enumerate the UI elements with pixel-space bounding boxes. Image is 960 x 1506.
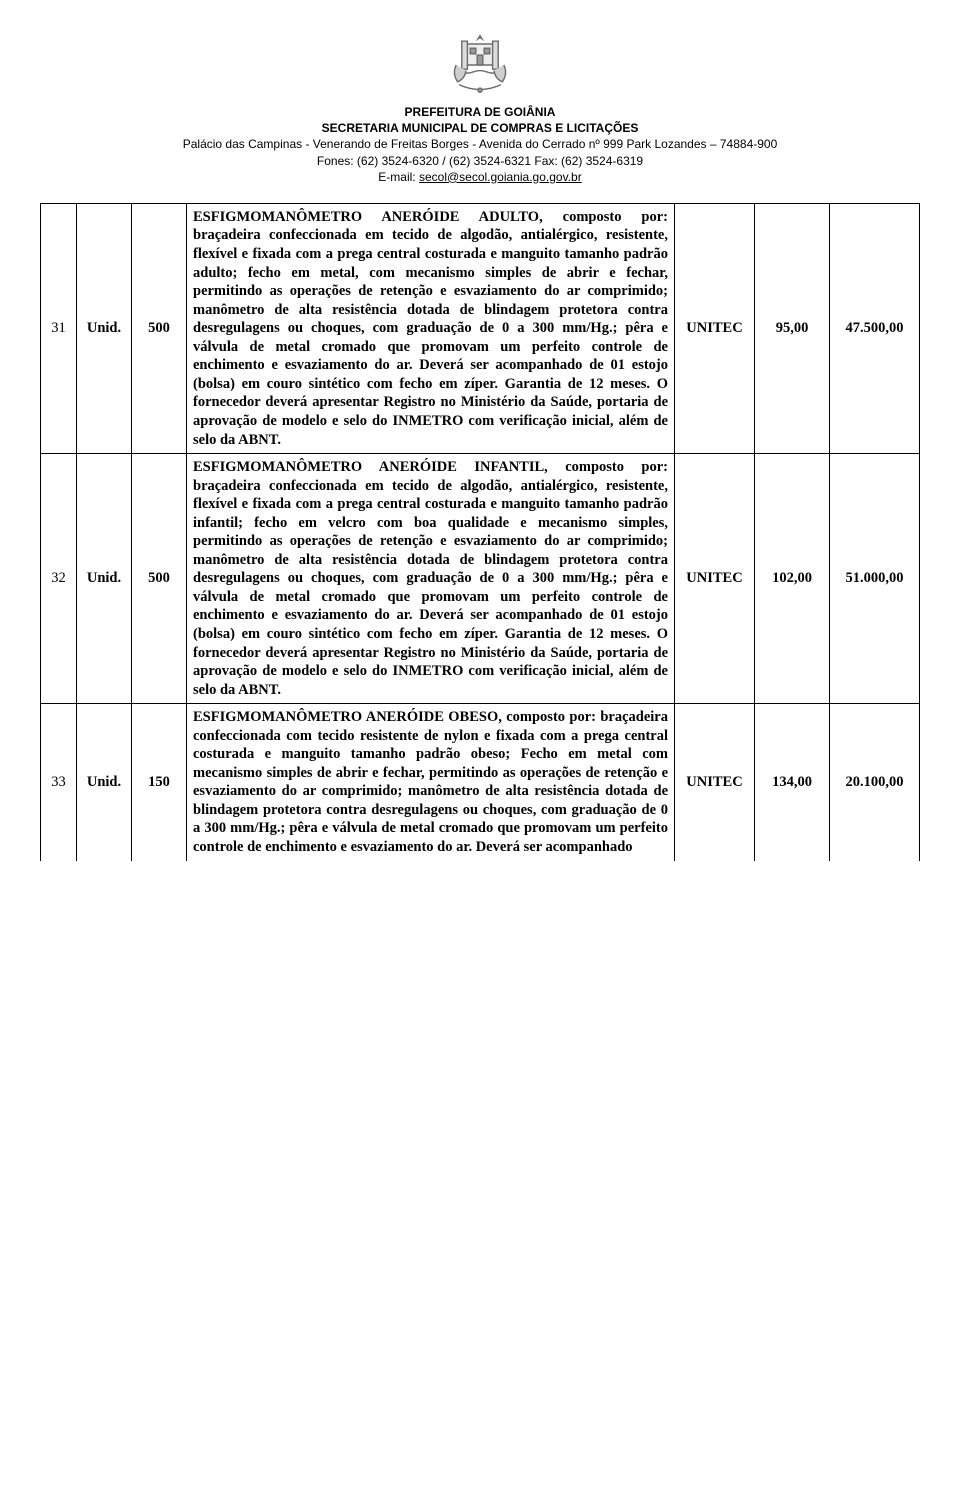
- cell-unit: Unid.: [77, 454, 132, 704]
- municipal-crest-icon: [445, 30, 515, 100]
- cell-qty: 500: [132, 203, 187, 453]
- table-row: 33 Unid. 150 ESFIGMOMANÔMETRO ANERÓIDE O…: [41, 704, 920, 861]
- org-name-1: PREFEITURA DE GOIÂNIA: [40, 104, 920, 120]
- cell-qty: 500: [132, 454, 187, 704]
- org-name-2: SECRETARIA MUNICIPAL DE COMPRAS E LICITA…: [40, 120, 920, 136]
- cell-total: 51.000,00: [830, 454, 920, 704]
- cell-item: 32: [41, 454, 77, 704]
- letterhead-text: PREFEITURA DE GOIÂNIA SECRETARIA MUNICIP…: [40, 104, 920, 185]
- items-table: 31 Unid. 500 ESFIGMOMANÔMETRO ANERÓIDE A…: [40, 203, 920, 861]
- cell-brand: UNITEC: [675, 203, 755, 453]
- table-row: 32 Unid. 500 ESFIGMOMANÔMETRO ANERÓIDE I…: [41, 454, 920, 704]
- cell-desc: ESFIGMOMANÔMETRO ANERÓIDE OBESO, compost…: [187, 704, 675, 861]
- cell-total: 47.500,00: [830, 203, 920, 453]
- email-prefix: E-mail:: [378, 170, 419, 184]
- cell-price: 102,00: [755, 454, 830, 704]
- email-link[interactable]: secol@secol.goiania.go.gov.br: [419, 170, 582, 184]
- cell-brand: UNITEC: [675, 704, 755, 861]
- email-line: E-mail: secol@secol.goiania.go.gov.br: [40, 169, 920, 185]
- cell-unit: Unid.: [77, 203, 132, 453]
- cell-qty: 150: [132, 704, 187, 861]
- cell-price: 134,00: [755, 704, 830, 861]
- cell-total: 20.100,00: [830, 704, 920, 861]
- cell-item: 31: [41, 203, 77, 453]
- letterhead: PREFEITURA DE GOIÂNIA SECRETARIA MUNICIP…: [40, 30, 920, 185]
- phones-line: Fones: (62) 3524-6320 / (62) 3524-6321 F…: [40, 153, 920, 169]
- table-row: 31 Unid. 500 ESFIGMOMANÔMETRO ANERÓIDE A…: [41, 203, 920, 453]
- cell-desc: ESFIGMOMANÔMETRO ANERÓIDE INFANTIL, comp…: [187, 454, 675, 704]
- cell-price: 95,00: [755, 203, 830, 453]
- cell-desc: ESFIGMOMANÔMETRO ANERÓIDE ADULTO, compos…: [187, 203, 675, 453]
- cell-brand: UNITEC: [675, 454, 755, 704]
- address-line: Palácio das Campinas - Venerando de Frei…: [40, 136, 920, 152]
- cell-item: 33: [41, 704, 77, 861]
- cell-unit: Unid.: [77, 704, 132, 861]
- document-page: PREFEITURA DE GOIÂNIA SECRETARIA MUNICIP…: [0, 0, 960, 881]
